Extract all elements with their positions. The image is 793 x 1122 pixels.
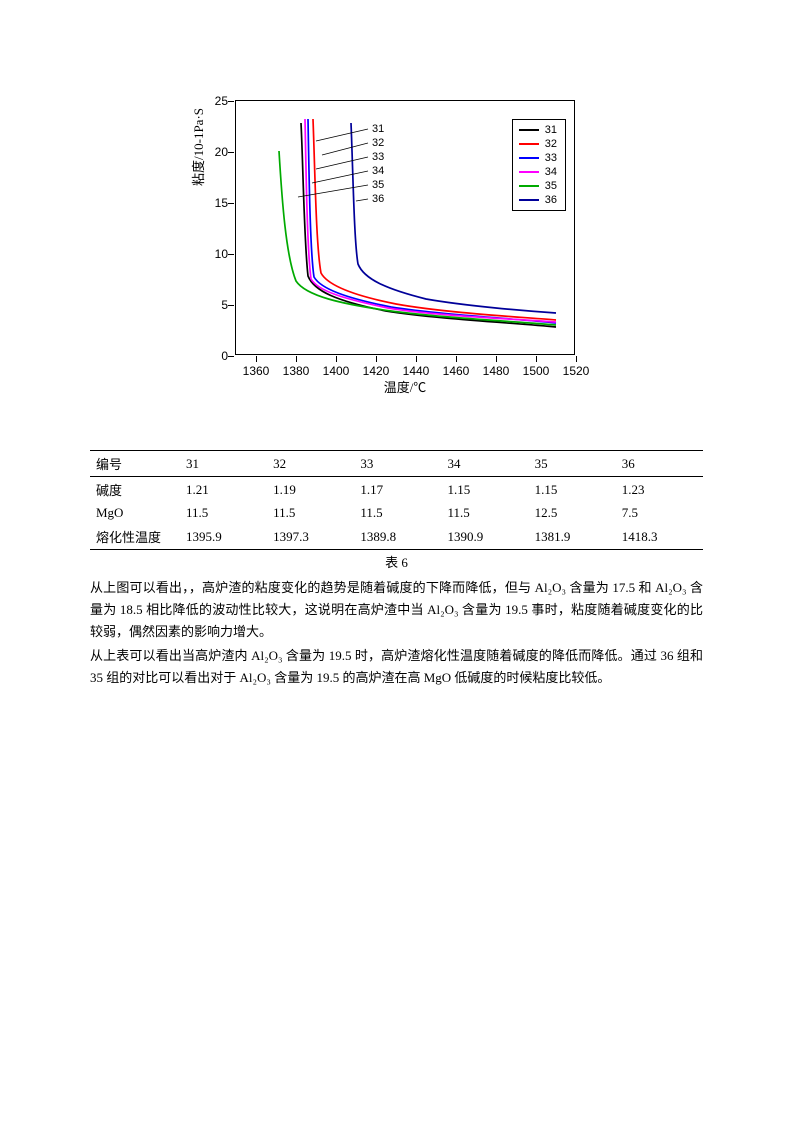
- legend-swatch: [519, 199, 539, 201]
- chart-legend: 313233343536: [512, 119, 566, 211]
- x-tick: [376, 356, 377, 362]
- x-tick: [536, 356, 537, 362]
- table-header-cell: 35: [529, 451, 616, 477]
- table-header-cell: 33: [354, 451, 441, 477]
- y-tick: [228, 254, 234, 255]
- plot-area: 313233343536 313233343536 0510152025 136…: [235, 100, 575, 355]
- curve-label-33: 33: [372, 151, 384, 163]
- curve-label-35: 35: [372, 179, 384, 191]
- x-tick: [496, 356, 497, 362]
- table-cell: 11.5: [180, 502, 267, 524]
- y-tick: [228, 203, 234, 204]
- table-row: 碱度1.211.191.171.151.151.23: [90, 477, 703, 503]
- table-cell: 1390.9: [441, 524, 528, 550]
- legend-row: 33: [519, 151, 557, 165]
- x-tick: [416, 356, 417, 362]
- legend-row: 34: [519, 165, 557, 179]
- table-cell: 1397.3: [267, 524, 354, 550]
- table-caption: 表 6: [90, 552, 703, 571]
- x-axis-label: 温度/℃: [384, 377, 427, 396]
- legend-swatch: [519, 143, 539, 145]
- table-cell: 1389.8: [354, 524, 441, 550]
- y-tick-label: 20: [204, 145, 228, 159]
- x-tick: [456, 356, 457, 362]
- x-tick: [576, 356, 577, 362]
- legend-label: 36: [545, 193, 557, 207]
- table-cell: 12.5: [529, 502, 616, 524]
- leader-line: [356, 199, 368, 201]
- leader-line: [316, 157, 368, 169]
- legend-swatch: [519, 157, 539, 159]
- table-cell: 11.5: [267, 502, 354, 524]
- x-tick-label: 1460: [443, 364, 470, 378]
- table-cell: 1418.3: [616, 524, 703, 550]
- table-cell: 碱度: [90, 477, 180, 503]
- table-cell: MgO: [90, 502, 180, 524]
- paragraph-1: 从上图可以看出，，高炉渣的粘度变化的趋势是随着碱度的下降而降低，但与 Al₂O₃…: [90, 577, 703, 643]
- y-tick: [228, 152, 234, 153]
- legend-row: 36: [519, 193, 557, 207]
- x-tick: [256, 356, 257, 362]
- table-cell: 1.19: [267, 477, 354, 503]
- y-tick-label: 0: [204, 349, 228, 363]
- table-cell: 1.15: [441, 477, 528, 503]
- table-cell: 1.17: [354, 477, 441, 503]
- table-cell: 7.5: [616, 502, 703, 524]
- table-cell: 1395.9: [180, 524, 267, 550]
- x-tick: [296, 356, 297, 362]
- x-tick-label: 1380: [283, 364, 310, 378]
- table-row: 熔化性温度1395.91397.31389.81390.91381.91418.…: [90, 524, 703, 550]
- x-tick-label: 1480: [483, 364, 510, 378]
- x-tick-label: 1520: [563, 364, 590, 378]
- x-tick-label: 1400: [323, 364, 350, 378]
- legend-label: 33: [545, 151, 557, 165]
- table-cell: 11.5: [354, 502, 441, 524]
- legend-swatch: [519, 171, 539, 173]
- legend-label: 34: [545, 165, 557, 179]
- y-tick-label: 25: [204, 94, 228, 108]
- x-tick-label: 1500: [523, 364, 550, 378]
- table-header-cell: 34: [441, 451, 528, 477]
- table-cell: 1381.9: [529, 524, 616, 550]
- x-tick-label: 1360: [243, 364, 270, 378]
- legend-row: 32: [519, 137, 557, 151]
- curve-label-31: 31: [372, 123, 384, 135]
- y-tick: [228, 101, 234, 102]
- table-row: MgO11.511.511.511.512.57.5: [90, 502, 703, 524]
- x-tick-label: 1420: [363, 364, 390, 378]
- legend-label: 32: [545, 137, 557, 151]
- table-cell: 11.5: [441, 502, 528, 524]
- legend-swatch: [519, 185, 539, 187]
- y-tick-label: 10: [204, 247, 228, 261]
- x-tick-label: 1440: [403, 364, 430, 378]
- y-tick-label: 15: [204, 196, 228, 210]
- data-table: 编号313233343536 碱度1.211.191.171.151.151.2…: [90, 450, 703, 550]
- y-tick: [228, 305, 234, 306]
- paragraph-2: 从上表可以看出当高炉渣内 Al₂O₃ 含量为 19.5 时，高炉渣熔化性温度随着…: [90, 645, 703, 689]
- leader-line: [312, 171, 368, 183]
- curve-label-36: 36: [372, 193, 384, 205]
- legend-row: 35: [519, 179, 557, 193]
- table-cell: 熔化性温度: [90, 524, 180, 550]
- table-header-cell: 32: [267, 451, 354, 477]
- table-header-cell: 36: [616, 451, 703, 477]
- legend-row: 31: [519, 123, 557, 137]
- table-cell: 1.15: [529, 477, 616, 503]
- table-header-cell: 编号: [90, 451, 180, 477]
- legend-label: 31: [545, 123, 557, 137]
- legend-swatch: [519, 129, 539, 131]
- curve-label-32: 32: [372, 137, 384, 149]
- curve-label-34: 34: [372, 165, 384, 177]
- viscosity-temperature-chart: 粘度/10-1Pa·S 313233343536 313233343536 05…: [180, 90, 620, 410]
- y-tick-label: 5: [204, 298, 228, 312]
- leader-line: [322, 143, 368, 155]
- leader-line: [298, 185, 368, 197]
- table-cell: 1.21: [180, 477, 267, 503]
- leader-line: [316, 129, 368, 141]
- y-tick: [228, 356, 234, 357]
- x-tick: [336, 356, 337, 362]
- table-cell: 1.23: [616, 477, 703, 503]
- legend-label: 35: [545, 179, 557, 193]
- table-header-cell: 31: [180, 451, 267, 477]
